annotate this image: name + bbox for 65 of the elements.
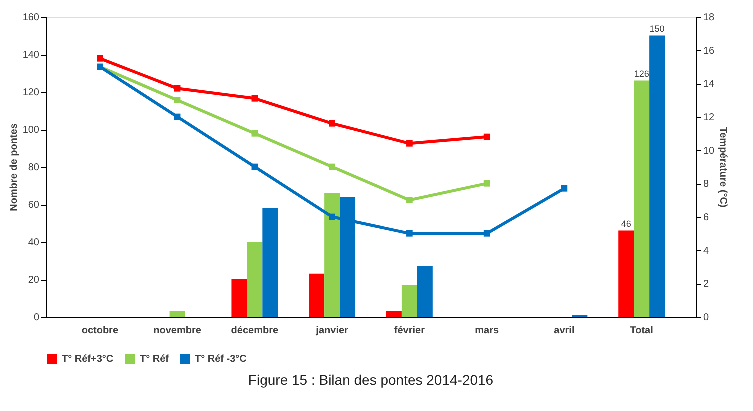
point: [329, 120, 336, 127]
bar: [170, 311, 186, 317]
point: [484, 134, 490, 140]
y-tick-label: 0: [34, 312, 40, 324]
y-tick-label: 20: [28, 275, 40, 286]
x-tick-label: février: [394, 326, 426, 336]
point: [406, 230, 413, 237]
y-tick-label: 120: [22, 88, 40, 98]
x-tick-label: Total: [630, 326, 654, 336]
y2-tick-label: 18: [704, 12, 716, 24]
bar: [309, 274, 325, 317]
point: [252, 164, 258, 170]
y-tick-label: 40: [28, 238, 40, 248]
x-tick-label: octobre: [82, 326, 119, 336]
y2-tick-label: 8: [704, 179, 710, 190]
bar: [634, 80, 650, 317]
bar: [618, 230, 634, 317]
y2-tick-label: 6: [704, 212, 710, 224]
y-tick-label: 80: [28, 162, 40, 174]
point: [406, 140, 413, 147]
x-tick-label: janvier: [315, 326, 349, 336]
y-tick-label: 160: [22, 12, 40, 24]
bar: [650, 36, 666, 317]
point: [174, 86, 181, 92]
bar: [417, 266, 433, 317]
point: [561, 186, 568, 192]
x-tick-label: avril: [554, 326, 575, 336]
bar: [402, 285, 418, 317]
point: [174, 114, 181, 120]
y2-tick-label: 4: [704, 246, 710, 257]
y2-axis-title: Température (°C): [718, 127, 729, 208]
bar: [262, 208, 278, 317]
point: [329, 164, 336, 170]
bar: [386, 311, 402, 317]
data-label: 150: [650, 24, 665, 34]
point: [484, 230, 490, 237]
y2-tick-label: 12: [704, 112, 716, 124]
y-axis-title: Nombre de pontes: [8, 123, 20, 212]
legend-label: T° Réf -3°C: [195, 354, 247, 365]
x-tick-label: novembre: [154, 326, 202, 336]
point: [252, 96, 258, 102]
y2-tick-label: 14: [704, 79, 716, 90]
bar: [232, 280, 248, 317]
y2-tick-label: 16: [704, 46, 716, 57]
y-tick-label: 140: [22, 50, 40, 61]
bar: [324, 193, 340, 317]
data-label: 46: [621, 218, 632, 229]
point: [97, 56, 104, 62]
point: [406, 197, 413, 204]
point: [174, 97, 181, 104]
text: Figure 15 : Bilan des pontes 2014-2016: [248, 372, 494, 388]
point: [484, 180, 490, 187]
legend-label: T° Réf: [140, 354, 170, 365]
y2-tick-label: 2: [704, 279, 710, 290]
bar: [247, 242, 263, 317]
legend-label: T° Réf+3°C: [62, 354, 114, 365]
x-tick-label: mars: [475, 326, 500, 336]
point: [252, 130, 258, 137]
y-tick-label: 100: [22, 125, 40, 136]
point: [329, 214, 336, 220]
y2-tick-label: 0: [704, 312, 710, 324]
y2-tick-label: 10: [704, 146, 716, 157]
data-label: 126: [634, 68, 650, 79]
y-tick-label: 60: [28, 200, 40, 211]
x-tick-label: décembre: [231, 326, 279, 336]
